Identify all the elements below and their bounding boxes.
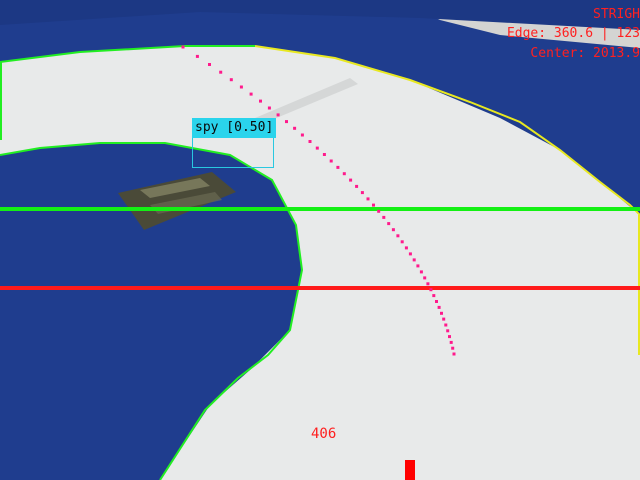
detection-label: spy [0.50]	[192, 118, 277, 138]
path-dot	[426, 282, 430, 286]
path-dot	[293, 126, 297, 130]
path-dot	[229, 78, 233, 82]
predicted-path	[181, 45, 456, 356]
path-dot	[259, 99, 262, 103]
path-dot	[349, 178, 353, 182]
path-dot	[382, 215, 386, 219]
edge-readout: Edge: 360.6 | 123	[506, 26, 640, 41]
path-dot	[432, 294, 436, 298]
path-dot	[267, 106, 271, 110]
path-dot	[387, 222, 391, 226]
path-dot	[437, 305, 441, 309]
path-dot	[249, 92, 253, 96]
path-dot	[300, 133, 304, 137]
path-dot	[377, 209, 381, 213]
path-dot	[336, 165, 340, 169]
path-dot	[322, 153, 326, 156]
path-dot	[412, 258, 416, 262]
path-dot	[355, 184, 359, 188]
white-track	[0, 46, 640, 480]
path-dot	[442, 317, 446, 321]
path-dot	[444, 323, 448, 327]
detection-box: spy [0.50]	[192, 118, 277, 168]
track-shadow	[255, 78, 358, 124]
path-dot	[315, 146, 319, 150]
drive-mode-readout: STRIGH	[593, 7, 640, 22]
path-dot	[416, 264, 420, 268]
path-dot	[452, 352, 456, 356]
path-dot	[451, 346, 455, 350]
path-dot	[360, 191, 364, 195]
path-dot	[239, 85, 243, 89]
path-dot	[429, 288, 433, 292]
center-readout: Center: 2013.9	[530, 46, 640, 61]
path-dot	[181, 45, 185, 49]
path-dot	[372, 203, 375, 207]
path-dot	[408, 252, 412, 256]
path-dot	[366, 197, 370, 201]
path-dot	[285, 120, 288, 124]
inner-boundary	[0, 142, 304, 480]
path-dot	[308, 140, 312, 143]
path-dot	[419, 270, 423, 274]
path-dot	[342, 172, 346, 176]
path-dot	[404, 246, 408, 250]
path-dot	[446, 329, 450, 333]
path-dot	[396, 234, 400, 238]
path-dot	[391, 228, 395, 232]
outer-boundary-left	[0, 45, 255, 63]
path-dot	[449, 340, 453, 344]
outer-boundary	[254, 45, 640, 216]
path-dot	[276, 113, 280, 117]
distance-readout: 406	[311, 426, 337, 442]
path-dot	[400, 240, 404, 244]
path-dot	[195, 54, 199, 58]
path-dot	[448, 335, 451, 339]
path-dot	[219, 70, 223, 74]
path-dot	[423, 276, 427, 280]
path-dot	[440, 311, 443, 315]
path-dot	[329, 159, 333, 163]
path-dot	[208, 63, 211, 66]
blue-mat-top	[0, 0, 640, 30]
path-dot	[435, 300, 438, 303]
position-marker	[405, 460, 415, 480]
